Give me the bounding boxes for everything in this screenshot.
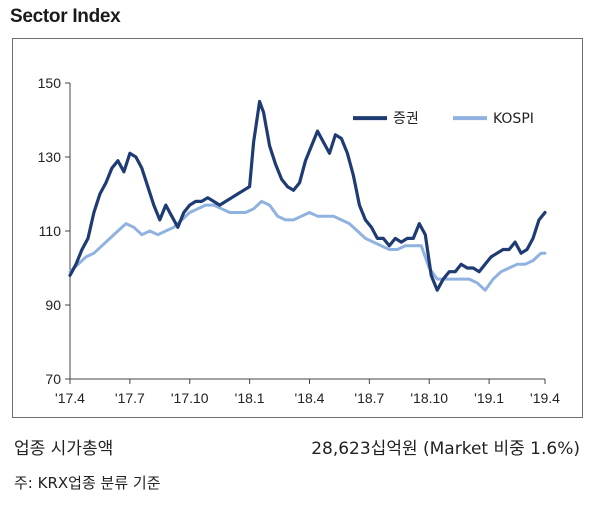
y-tick-label: 90	[45, 297, 61, 313]
y-tick-label: 70	[45, 371, 61, 387]
x-tick-label: '17.7	[115, 390, 145, 406]
y-tick-label: 150	[38, 75, 62, 91]
chart-title: Sector Index	[10, 6, 121, 27]
x-tick-label: '18.10	[410, 390, 448, 406]
sector-index-chart: 70 90 110 130 150 '17.4 '17.7 '17.10 '18.1 '18.4 '…	[38, 75, 561, 406]
market-cap-value: 28,623십억원 (Market 비중 1.6%)	[311, 439, 580, 459]
sector-market-cap-label: 업종 시가총액	[14, 439, 114, 459]
y-tick-label: 110	[39, 223, 62, 239]
series-line-kospi	[68, 199, 547, 292]
x-tick-label: '19.4	[530, 390, 560, 406]
x-tick-label: '18.7	[354, 390, 384, 406]
chart-frame: 70 90 110 130 150 '17.4 '17.7 '17.10 '18.1 '18.4 '…	[12, 38, 583, 418]
x-tick-label: '18.1	[235, 390, 265, 406]
y-tick-label: 130	[38, 149, 62, 165]
legend-securities-label: 증권	[393, 111, 419, 127]
x-tick-label: '17.4	[55, 390, 85, 406]
footnote: 주: KRX업종 분류 기준	[14, 474, 161, 492]
series-line-securities	[68, 99, 547, 292]
x-tick-label: '19.1	[474, 390, 504, 406]
x-tick-label: '17.10	[171, 390, 209, 406]
legend-kospi-label: KOSPI	[493, 111, 534, 127]
x-tick-label: '18.4	[295, 390, 325, 406]
